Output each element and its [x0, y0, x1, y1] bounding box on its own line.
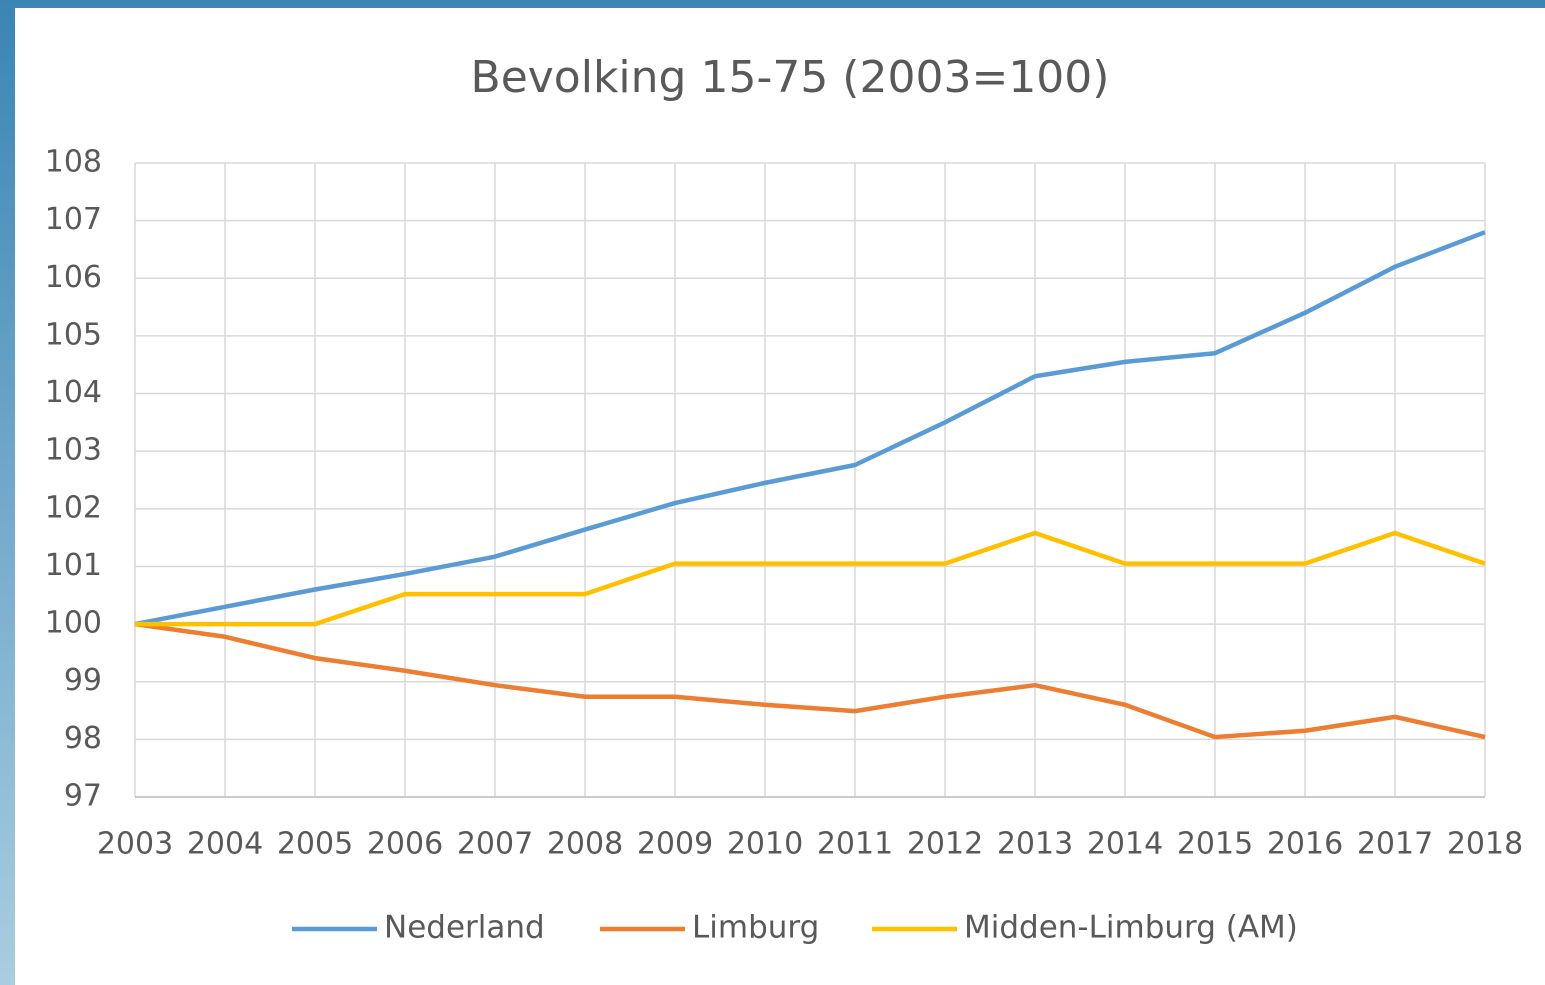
x-tick-label: 2008: [547, 827, 623, 862]
y-tick-label: 102: [45, 490, 102, 525]
y-tick-label: 106: [45, 260, 102, 295]
x-tick-label: 2009: [637, 827, 713, 862]
x-tick-label: 2018: [1447, 827, 1523, 862]
y-tick-label: 105: [45, 317, 102, 352]
y-tick-label: 99: [64, 663, 102, 698]
x-tick-label: 2012: [907, 827, 983, 862]
y-tick-label: 108: [45, 145, 102, 180]
x-tick-label: 2007: [457, 827, 533, 862]
x-tick-label: 2004: [187, 827, 263, 862]
y-tick-label: 98: [64, 721, 102, 756]
x-tick-label: 2005: [277, 827, 353, 862]
line-series: [135, 530, 1486, 627]
y-tick-label: 101: [45, 548, 102, 583]
chart-area: [15, 8, 1545, 985]
legend-label: Limburg: [692, 910, 819, 946]
legend-label: Midden-Limburg (AM): [964, 910, 1298, 946]
x-tick-label: 2015: [1177, 827, 1253, 862]
y-tick-label: 103: [45, 433, 102, 468]
x-tick-label: 2011: [817, 827, 893, 862]
y-tick-label: 100: [45, 606, 102, 641]
x-tick-label: 2013: [997, 827, 1073, 862]
x-tick-label: 2006: [367, 827, 443, 862]
y-tick-label: 104: [45, 375, 102, 410]
x-tick-label: 2010: [727, 827, 803, 862]
x-tick-label: 2017: [1357, 827, 1433, 862]
chart-title: Bevolking 15-75 (2003=100): [471, 52, 1110, 103]
line-series: [134, 621, 1486, 740]
legend-label: Nederland: [384, 910, 545, 946]
x-tick-label: 2003: [97, 827, 173, 862]
y-tick-label: 107: [45, 202, 102, 237]
x-tick-label: 2016: [1267, 827, 1343, 862]
line-series: [134, 230, 1486, 627]
y-tick-label: 97: [64, 779, 102, 814]
x-tick-label: 2014: [1087, 827, 1163, 862]
